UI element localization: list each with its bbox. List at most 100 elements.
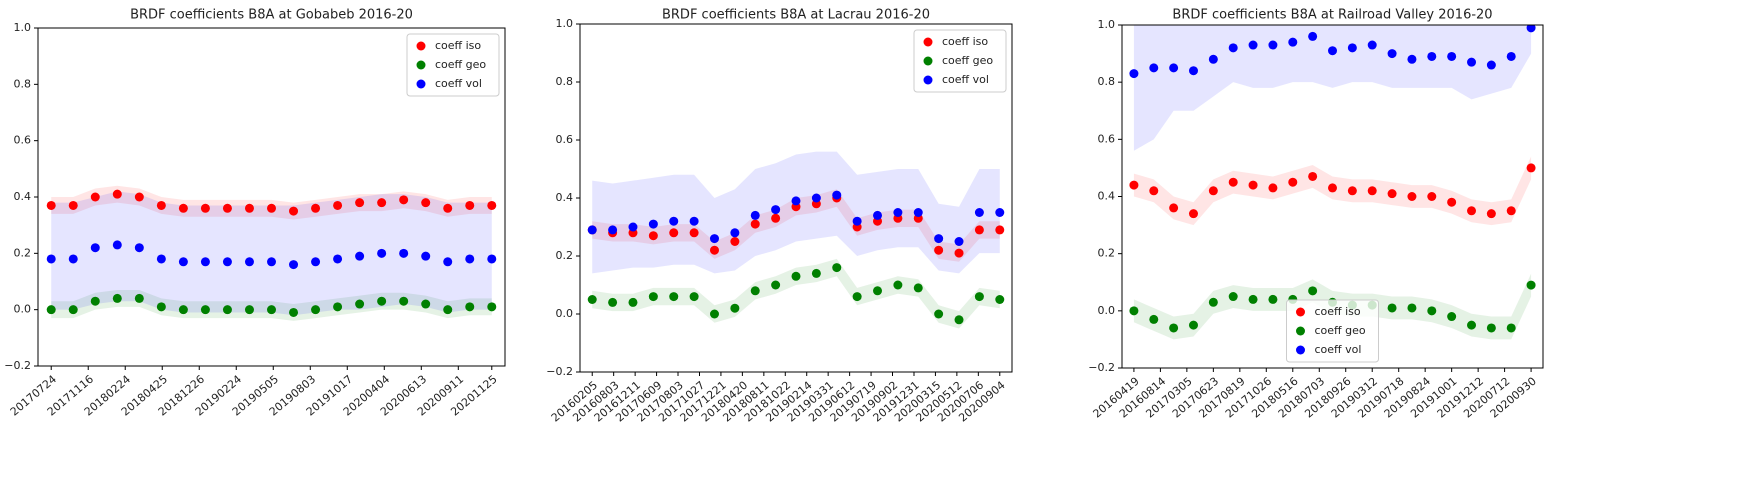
point bbox=[934, 309, 944, 319]
y-tick-label: 0.8 bbox=[14, 77, 32, 90]
point bbox=[1407, 54, 1417, 64]
point bbox=[1427, 192, 1437, 201]
point bbox=[377, 296, 387, 306]
point bbox=[974, 208, 984, 217]
point bbox=[267, 305, 276, 315]
legend-label: coeff geo bbox=[435, 58, 486, 71]
legend-marker bbox=[923, 37, 933, 47]
legend-label: coeff vol bbox=[435, 77, 482, 90]
point bbox=[1248, 40, 1258, 50]
point bbox=[1248, 294, 1258, 304]
point bbox=[1208, 297, 1218, 307]
point bbox=[377, 248, 387, 258]
point bbox=[399, 296, 409, 306]
point bbox=[333, 254, 343, 264]
uncertainty-band bbox=[592, 258, 1000, 329]
point bbox=[1486, 323, 1496, 333]
y-tick-label: 0.4 bbox=[14, 190, 32, 203]
plot-area bbox=[1129, 25, 1536, 340]
point bbox=[1347, 186, 1357, 196]
legend-label: coeff vol bbox=[1315, 343, 1362, 356]
y-tick-label: 0.6 bbox=[556, 133, 574, 146]
point bbox=[893, 280, 903, 290]
point bbox=[1328, 46, 1337, 56]
point bbox=[399, 248, 409, 258]
point bbox=[689, 292, 699, 302]
point bbox=[669, 228, 679, 238]
legend-marker bbox=[923, 56, 933, 66]
point bbox=[1188, 209, 1198, 219]
point bbox=[1149, 186, 1159, 196]
point bbox=[311, 203, 321, 213]
legend-marker bbox=[1296, 326, 1305, 336]
point bbox=[934, 245, 944, 255]
point bbox=[134, 192, 144, 202]
uncertainty-band bbox=[51, 185, 492, 220]
point bbox=[1308, 171, 1318, 181]
point bbox=[68, 254, 78, 264]
point bbox=[709, 234, 719, 244]
y-tick-label: 1.0 bbox=[14, 21, 32, 34]
legend-marker bbox=[416, 79, 426, 89]
legend-label: coeff iso bbox=[1315, 305, 1361, 318]
point bbox=[222, 305, 232, 315]
point bbox=[1387, 189, 1397, 199]
point bbox=[791, 271, 801, 281]
point bbox=[730, 303, 740, 313]
point bbox=[46, 305, 56, 315]
point bbox=[974, 292, 984, 302]
point bbox=[222, 203, 232, 213]
point bbox=[669, 292, 679, 302]
point bbox=[709, 245, 719, 255]
y-tick-label: 0.8 bbox=[556, 75, 574, 88]
point bbox=[311, 305, 321, 315]
point bbox=[1506, 206, 1516, 216]
y-tick-label: 0.6 bbox=[1098, 132, 1116, 145]
legend-label: coeff geo bbox=[942, 54, 993, 67]
point bbox=[487, 200, 497, 210]
point bbox=[1407, 303, 1417, 313]
point bbox=[771, 205, 781, 215]
point bbox=[267, 257, 276, 267]
point bbox=[608, 225, 618, 235]
point bbox=[1268, 183, 1278, 193]
point bbox=[1526, 163, 1536, 173]
point bbox=[1467, 320, 1477, 330]
point bbox=[1447, 51, 1457, 61]
point bbox=[1467, 57, 1477, 67]
point bbox=[156, 302, 166, 312]
point bbox=[267, 203, 276, 213]
point bbox=[873, 210, 883, 220]
point bbox=[1526, 280, 1536, 290]
point bbox=[244, 257, 254, 267]
point bbox=[1347, 43, 1357, 53]
legend-marker bbox=[1296, 307, 1305, 317]
point bbox=[771, 213, 781, 223]
legend-box bbox=[913, 29, 1007, 93]
point bbox=[811, 268, 821, 278]
point bbox=[178, 257, 188, 267]
point bbox=[1149, 63, 1159, 73]
point bbox=[465, 200, 475, 210]
point bbox=[1387, 49, 1397, 59]
point bbox=[178, 203, 188, 213]
point bbox=[974, 225, 984, 235]
point bbox=[1486, 60, 1496, 70]
point bbox=[852, 216, 862, 226]
legend-marker bbox=[416, 41, 426, 51]
point bbox=[750, 210, 760, 220]
uncertainty-band bbox=[1133, 25, 1532, 151]
point bbox=[487, 302, 497, 312]
point bbox=[1427, 306, 1437, 316]
point bbox=[1169, 323, 1179, 333]
point bbox=[134, 293, 144, 303]
point bbox=[1308, 286, 1318, 296]
y-tick-label: 0.4 bbox=[1098, 190, 1116, 203]
point bbox=[289, 206, 299, 216]
point bbox=[1129, 306, 1139, 316]
point bbox=[1407, 192, 1417, 201]
point bbox=[1447, 312, 1457, 322]
plot-area bbox=[46, 185, 497, 321]
point bbox=[1129, 180, 1139, 190]
y-tick-label: 0.2 bbox=[14, 246, 32, 259]
